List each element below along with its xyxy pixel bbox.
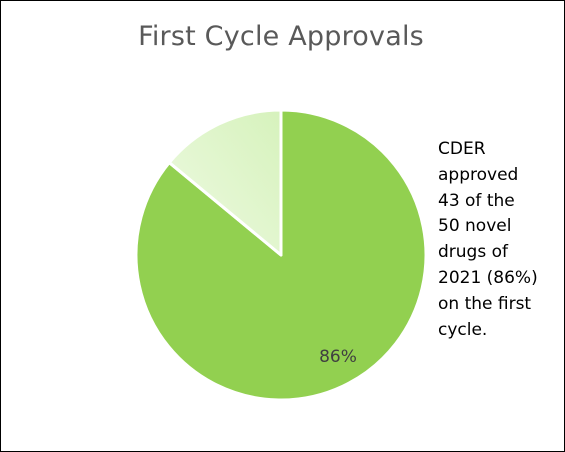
annotation-line: on the first (438, 293, 532, 314)
annotation-line: CDER (438, 139, 486, 159)
chart-title: First Cycle Approvals (138, 21, 424, 52)
annotation-line: approved (438, 164, 519, 185)
annotation-line: 2021 (86%) (438, 267, 538, 288)
annotation-line: drugs of (438, 242, 508, 263)
annotation-line: 50 novel (438, 216, 512, 237)
annotation-line: cycle. (438, 319, 488, 340)
slice-data-label: 86% (319, 347, 357, 367)
annotation-text: CDER approved 43 of the 50 novel drugs o… (438, 137, 558, 343)
annotation-line: 43 of the (438, 190, 515, 211)
pie-slice-other (167, 108, 283, 257)
